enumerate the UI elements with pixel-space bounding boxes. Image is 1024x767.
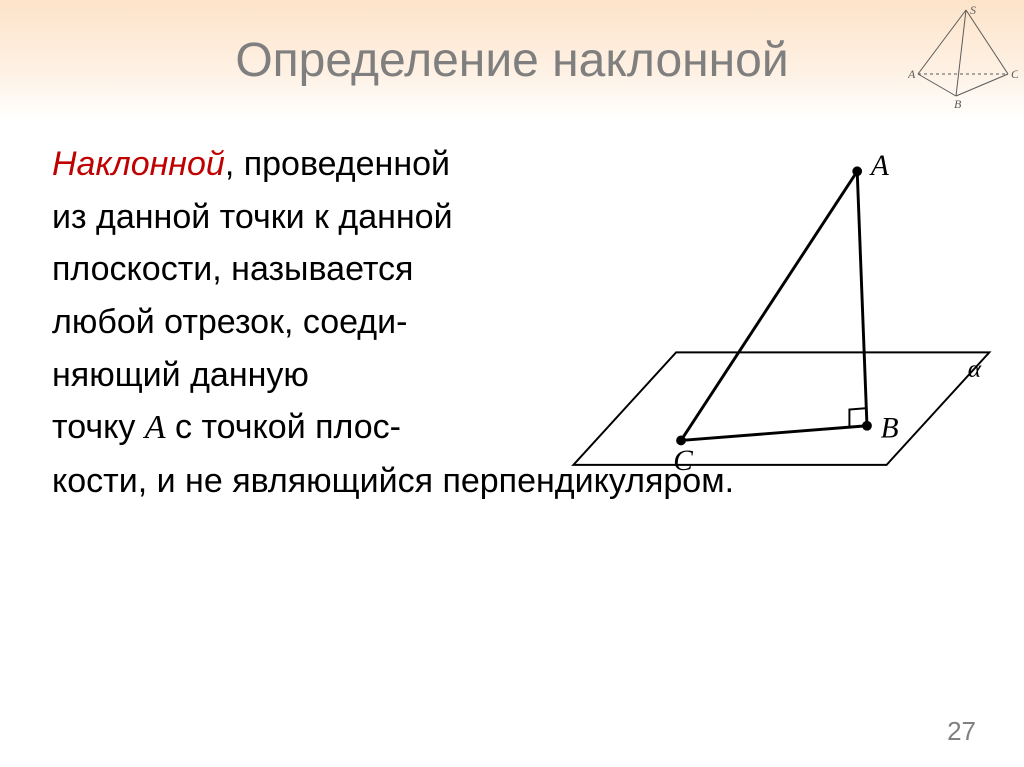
slide-title: Определение наклонной <box>235 33 788 88</box>
svg-text:B: B <box>954 97 962 111</box>
t1: , проведенной <box>225 145 450 183</box>
page-number: 27 <box>947 716 976 747</box>
content-area: Наклонной, проведенной из данной точки к… <box>0 120 1024 508</box>
corner-pyramid-icon: S A B C <box>908 4 1018 114</box>
term-naklonnoy: Наклонной <box>52 145 225 183</box>
main-diagram: α A B C <box>544 138 1004 508</box>
point-A-inline: A <box>145 409 166 446</box>
svg-text:α: α <box>968 354 982 383</box>
header-band: Определение наклонной S A B C <box>0 0 1024 120</box>
t3: плоскости, называется <box>52 250 413 288</box>
t5: няющий данную <box>52 356 309 394</box>
svg-text:C: C <box>1011 67 1018 81</box>
svg-text:B: B <box>881 413 899 445</box>
svg-text:A: A <box>908 67 916 81</box>
t4: любой отрезок, соеди- <box>52 303 407 341</box>
svg-text:A: A <box>869 150 890 182</box>
svg-text:C: C <box>673 445 693 477</box>
t2: из данной точки к данной <box>52 198 453 236</box>
t6a: точку <box>52 408 145 446</box>
svg-text:S: S <box>970 4 976 17</box>
t6b: с точкой плос- <box>166 408 401 446</box>
